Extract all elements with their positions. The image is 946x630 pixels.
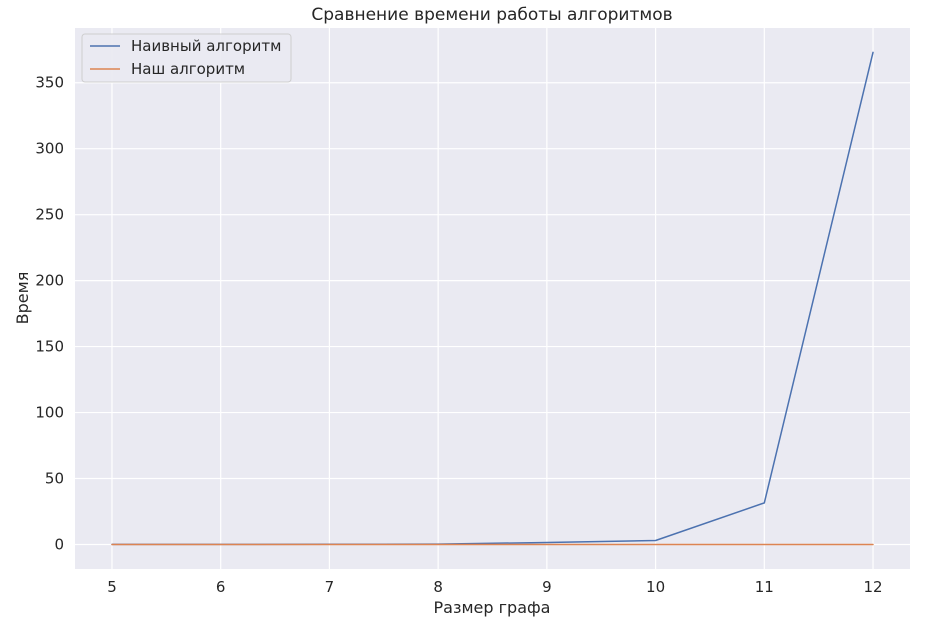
x-tick-label: 6: [216, 578, 226, 596]
y-tick-labels: 0 50 100 150 200 250 300 350: [35, 74, 64, 554]
x-tick-label: 9: [542, 578, 552, 596]
x-tick-label: 11: [755, 578, 774, 596]
legend-label: Наш алгоритм: [131, 60, 245, 78]
x-axis-label: Размер графа: [434, 598, 551, 617]
grid: [75, 28, 910, 569]
y-tick-label: 200: [35, 272, 64, 290]
y-tick-label: 0: [54, 535, 64, 553]
plot-background: [75, 28, 910, 569]
y-tick-label: 300: [35, 140, 64, 158]
x-tick-label: 12: [863, 578, 882, 596]
legend-box: [81, 33, 292, 83]
x-tick-label: 10: [646, 578, 665, 596]
x-tick-label: 7: [325, 578, 335, 596]
y-tick-label: 150: [35, 338, 64, 356]
y-tick-label: 250: [35, 206, 64, 224]
x-tick-label: 8: [433, 578, 443, 596]
chart-title: Сравнение времени работы алгоритмов: [311, 5, 672, 25]
y-tick-label: 350: [35, 74, 64, 92]
series-lines: [111, 51, 874, 546]
y-axis-label: Время: [13, 272, 32, 325]
x-tick-labels: 5 6 7 8 9 10 11 12: [107, 578, 882, 596]
x-tick-label: 5: [107, 578, 117, 596]
legend-label: Наивный алгоритм: [131, 37, 281, 55]
y-tick-label: 100: [35, 404, 64, 422]
y-tick-label: 50: [45, 470, 64, 488]
legend: Наивный алгоритм Наш алгоритм: [81, 33, 292, 83]
